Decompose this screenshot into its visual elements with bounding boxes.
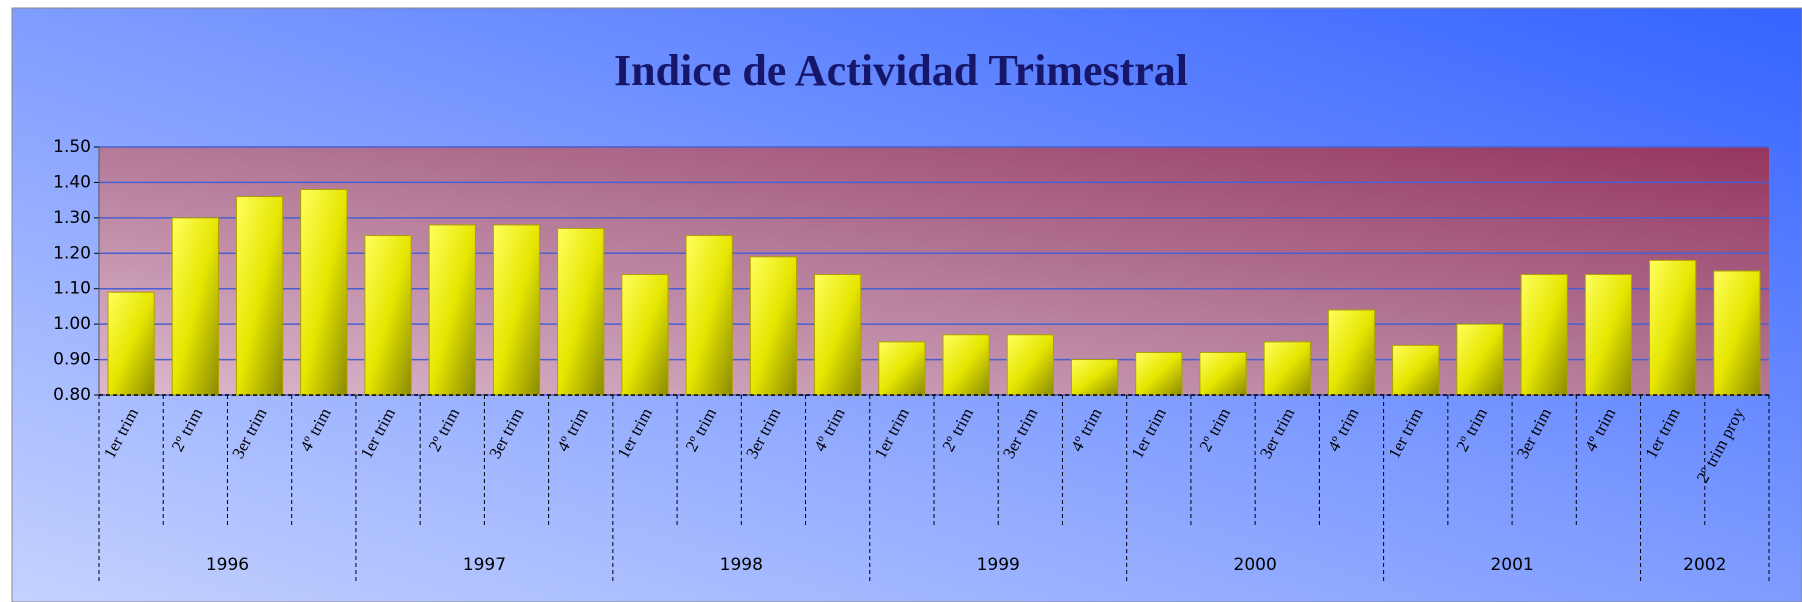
bar	[621, 274, 669, 396]
bar	[1199, 351, 1247, 396]
bar	[1713, 270, 1761, 396]
plot-area	[99, 147, 1769, 395]
group-label: 1996	[206, 555, 249, 575]
y-tick-label: 1.10	[53, 279, 91, 299]
bar	[428, 224, 476, 396]
group-label: 2000	[1234, 555, 1277, 575]
bar	[814, 274, 862, 396]
group-label: 2002	[1683, 555, 1726, 575]
bar	[942, 334, 990, 396]
bar	[1649, 259, 1697, 396]
group-label: 1999	[977, 555, 1020, 575]
bar	[557, 227, 605, 396]
y-tick-label: 1.20	[53, 243, 91, 263]
group-label: 2001	[1490, 555, 1533, 575]
bar	[878, 341, 926, 396]
bar	[1584, 274, 1633, 396]
bar	[1135, 351, 1183, 396]
y-tick-label: 0.80	[53, 385, 91, 405]
chart-title: Indice de Actividad Trimestral	[614, 46, 1188, 95]
y-tick-label: 0.90	[53, 350, 91, 370]
bar	[235, 196, 284, 396]
bar	[492, 224, 541, 396]
y-tick-label: 1.30	[53, 208, 91, 228]
group-label: 1997	[463, 555, 506, 575]
y-tick-label: 1.40	[53, 172, 91, 192]
bar	[300, 189, 348, 396]
bar	[1327, 309, 1376, 396]
y-tick-label: 1.00	[53, 314, 91, 334]
bar	[107, 291, 155, 396]
bar	[749, 256, 798, 396]
bar	[171, 217, 219, 396]
bar	[1520, 274, 1568, 396]
bar	[685, 235, 733, 396]
bar	[1456, 323, 1504, 396]
bar	[1263, 341, 1311, 396]
bar	[1392, 344, 1440, 396]
bar	[1006, 334, 1054, 396]
bar	[1070, 359, 1119, 396]
bar	[364, 235, 412, 396]
group-label: 1998	[720, 555, 763, 575]
y-tick-label: 1.50	[53, 137, 91, 157]
